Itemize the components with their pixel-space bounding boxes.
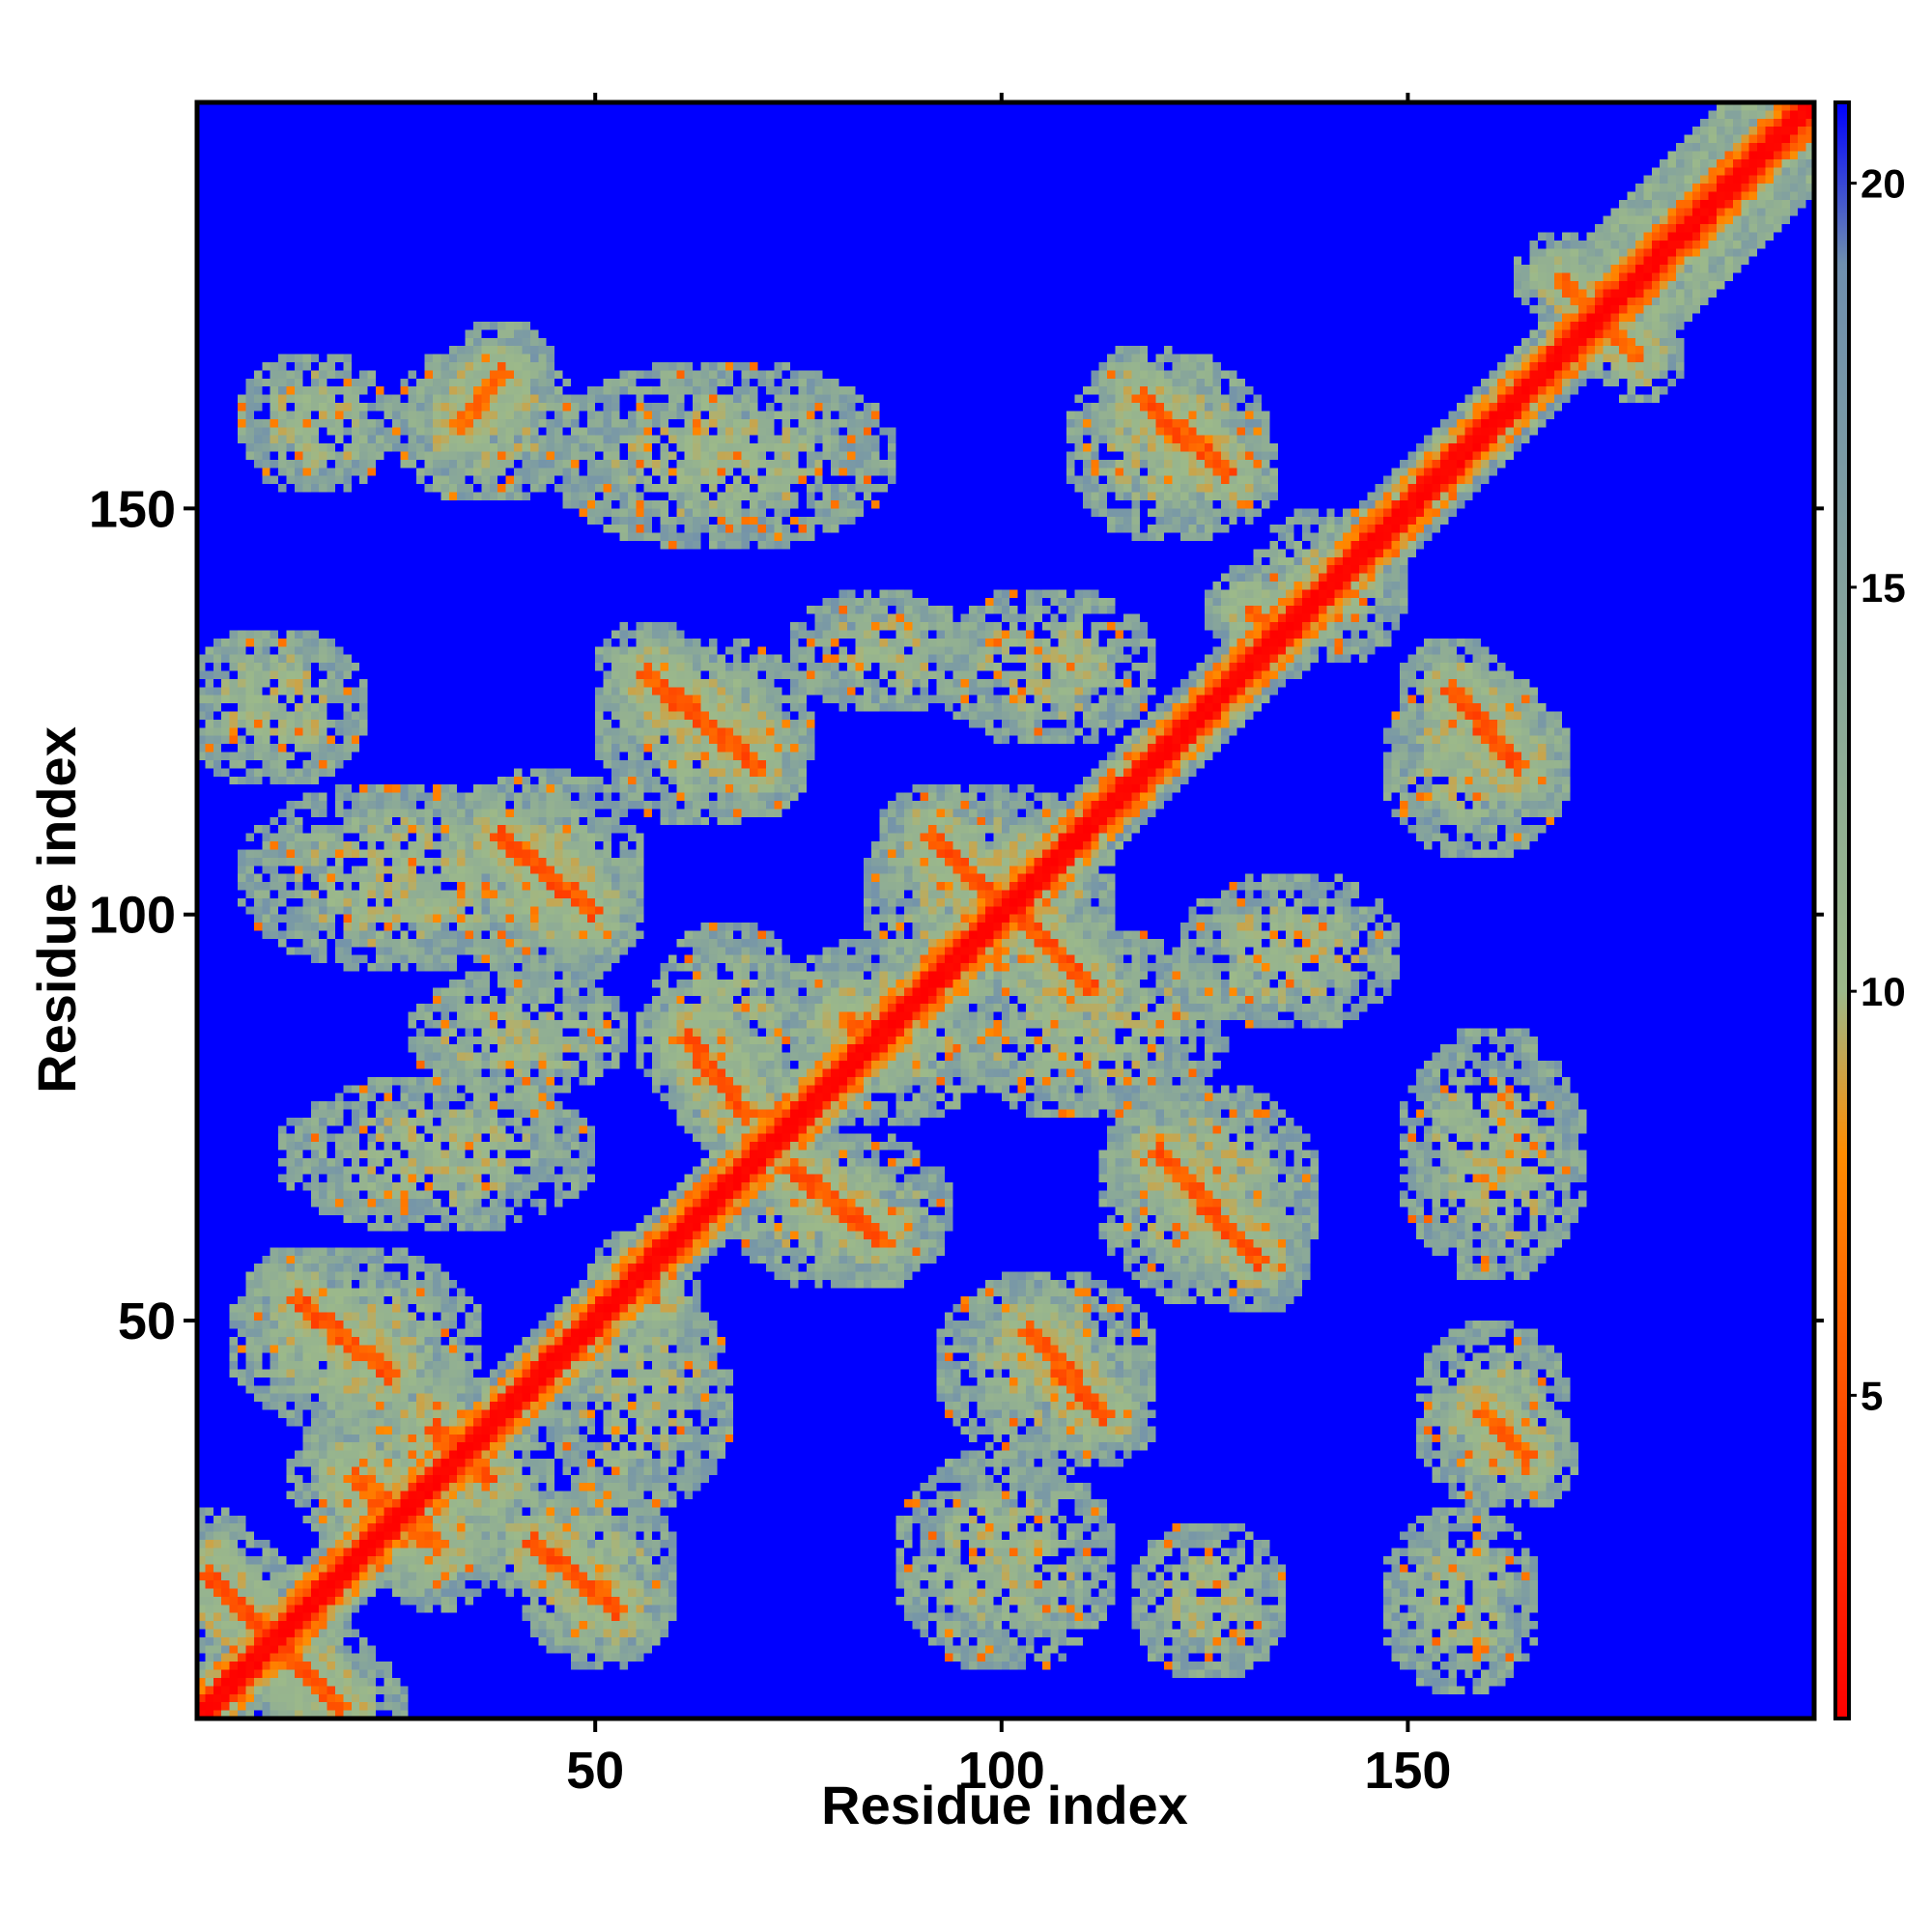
colorbar-tick-label: 10 (1861, 969, 1906, 1014)
x-axis-ticks: 50 100 150 (566, 93, 1451, 1800)
plot-area (194, 99, 1817, 1721)
plot-frame (194, 99, 1817, 1721)
y-tick-label: 50 (118, 1293, 176, 1350)
y-tick-label: 150 (89, 480, 176, 538)
colorbar-tick-label: 5 (1861, 1373, 1883, 1418)
colorbar-gradient (1833, 100, 1851, 1720)
x-axis-title: Residue index (821, 1775, 1188, 1835)
y-tick-label: 100 (89, 887, 176, 945)
x-tick-label: 100 (958, 1742, 1045, 1800)
y-axis-ticks: 50 100 150 (89, 480, 1824, 1350)
y-axis-title: Residue index (26, 726, 87, 1094)
colorbar: 5 10 15 20 (1833, 100, 1906, 1720)
x-tick-label: 150 (1364, 1742, 1451, 1800)
x-tick-label: 50 (566, 1742, 624, 1800)
colorbar-tick-label: 15 (1861, 565, 1906, 611)
colorbar-ticks: 5 10 15 20 (1849, 161, 1906, 1418)
colorbar-tick-label: 20 (1861, 161, 1906, 207)
contact-heatmap (197, 102, 1814, 1719)
